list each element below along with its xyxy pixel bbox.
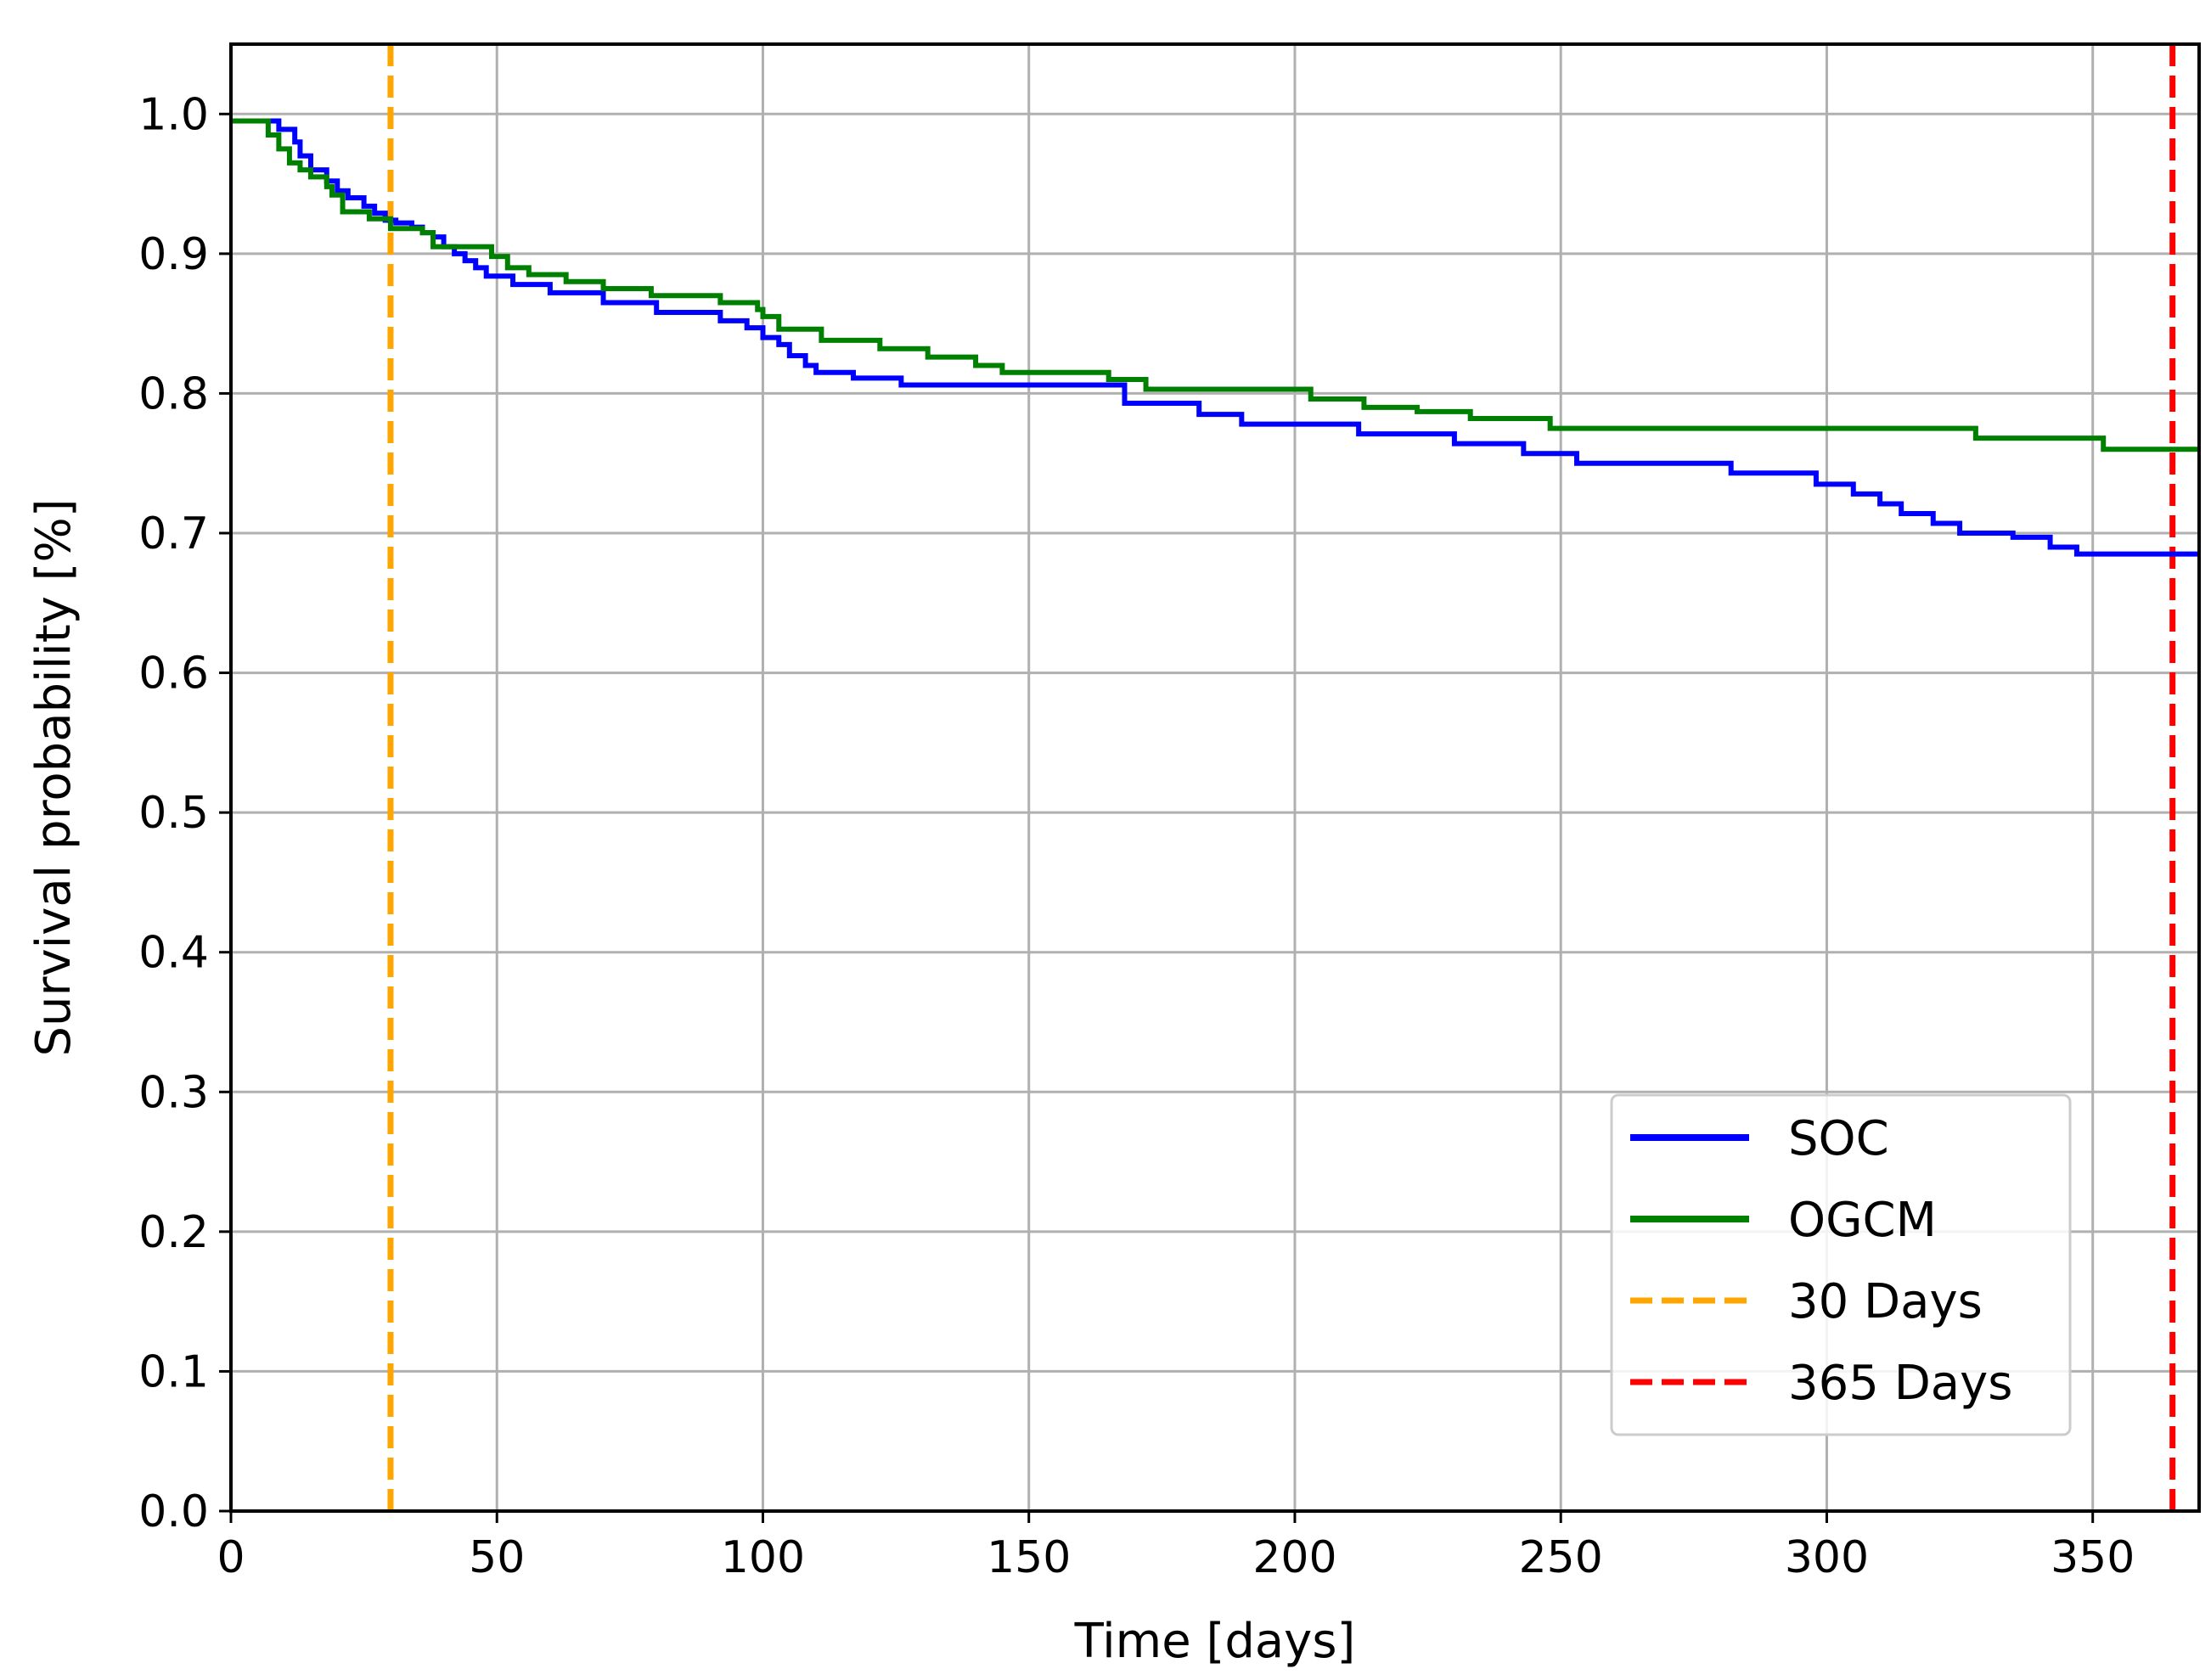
legend-label: 365 Days — [1788, 1356, 2012, 1411]
legend-label: 30 Days — [1788, 1274, 1983, 1329]
x-tick-label: 300 — [1785, 1532, 1869, 1583]
y-tick-label: 1.0 — [138, 89, 209, 140]
series-lines — [231, 118, 2199, 557]
x-axis-ticks: 0 50 100 150 200 250 300 350 — [217, 1511, 2135, 1583]
series-line-ogcm — [231, 118, 2199, 452]
x-tick-label: 200 — [1252, 1532, 1336, 1583]
y-axis-ticks: 0.0 0.1 0.2 0.3 0.4 0.5 0.6 0.7 0.8 0.9 1.0 — [138, 89, 231, 1537]
y-axis-title: Survival probability [%] — [26, 498, 82, 1056]
plot-frame — [229, 42, 2201, 1513]
y-tick-label: 0.2 — [138, 1207, 209, 1258]
x-tick-label: 350 — [2051, 1532, 2135, 1583]
y-tick-label: 0.6 — [138, 649, 209, 700]
y-tick-label: 0.7 — [138, 508, 209, 559]
y-tick-label: 0.1 — [138, 1346, 209, 1397]
legend: SOC OGCM 30 Days 365 Days — [1610, 1093, 2072, 1436]
x-tick-label: 0 — [217, 1532, 245, 1583]
y-tick-label: 0.8 — [138, 368, 209, 419]
x-tick-label: 100 — [721, 1532, 805, 1583]
y-tick-label: 0.9 — [138, 229, 209, 280]
reference-lines — [387, 44, 2176, 1511]
series-line-soc — [231, 118, 2199, 557]
y-tick-label: 0.4 — [138, 928, 209, 979]
legend-label: OGCM — [1788, 1193, 1937, 1248]
y-tick-label: 0.0 — [138, 1486, 209, 1537]
legend-box — [1610, 1093, 2072, 1436]
x-axis-title: Time [days] — [1074, 1614, 1356, 1669]
x-tick-label: 50 — [469, 1532, 525, 1583]
legend-label: SOC — [1788, 1111, 1889, 1166]
y-tick-label: 0.5 — [138, 788, 209, 839]
x-tick-label: 150 — [987, 1532, 1071, 1583]
y-tick-label: 0.3 — [138, 1067, 209, 1118]
x-tick-label: 250 — [1519, 1532, 1603, 1583]
